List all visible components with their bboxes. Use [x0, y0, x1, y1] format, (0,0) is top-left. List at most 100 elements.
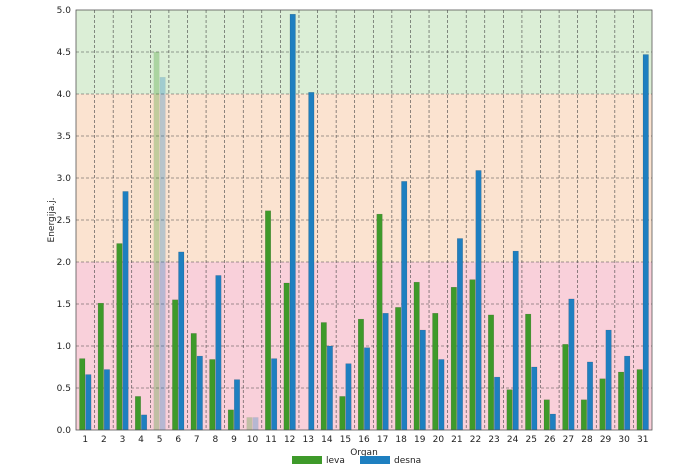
bar-desna-21: [457, 238, 463, 431]
bar-leva-21: [450, 287, 457, 431]
x-tick-label: 1: [82, 435, 88, 445]
bar-leva-30: [618, 371, 625, 431]
bar-leva-27: [562, 344, 569, 431]
x-tick-label: 17: [377, 435, 388, 445]
bar-desna-28: [587, 361, 593, 431]
bar-leva-20: [432, 313, 439, 431]
legend-label-desna: desna: [394, 456, 421, 466]
x-tick-label: 8: [212, 435, 218, 445]
bar-desna-29: [605, 329, 612, 431]
y-tick-label: 3.0: [57, 174, 72, 184]
x-tick-label: 4: [138, 435, 144, 445]
x-tick-label: 27: [563, 435, 574, 445]
bar-desna-18: [401, 181, 408, 431]
x-tick-label: 23: [488, 435, 499, 445]
bar-leva-9: [227, 409, 234, 431]
x-tick-labels: 1 2 3 4 5 6 7 8 9 10 11 12 13 14 15 16 17 18 19 20 21 22 23 24 2…: [82, 435, 648, 445]
bar-desna-15: [345, 363, 352, 431]
x-tick-label: 13: [303, 435, 314, 445]
bar-desna-8: [215, 275, 222, 431]
bar-desna-20: [438, 359, 445, 431]
x-tick-label: 29: [600, 435, 612, 445]
bar-desna-3: [122, 191, 129, 431]
y-tick-label: 4.0: [57, 90, 72, 100]
x-tick-label: 22: [470, 435, 481, 445]
bar-desna-26: [549, 413, 556, 431]
x-tick-label: 25: [525, 435, 536, 445]
x-tick-label: 10: [247, 435, 259, 445]
bar-desna-7: [196, 355, 203, 431]
y-tick-label: 2.5: [57, 216, 71, 226]
x-tick-label: 30: [618, 435, 630, 445]
bar-desna-16: [364, 347, 370, 431]
plot-frame: [75, 9, 653, 431]
x-tick-label: 18: [395, 435, 407, 445]
bar-desna-24: [512, 250, 519, 431]
bar-leva-10: [246, 417, 253, 431]
x-tick-label: 2: [101, 435, 107, 445]
bar-desna-13: [308, 92, 315, 431]
y-tick-label: 1.5: [57, 300, 71, 310]
legend-swatch-desna: [360, 456, 390, 464]
x-tick-label: 28: [581, 435, 593, 445]
bar-desna-14: [326, 345, 333, 431]
bar-leva-19: [413, 281, 420, 431]
bar-leva-7: [190, 333, 197, 431]
bar-desna-17: [382, 313, 389, 431]
x-tick-label: 9: [231, 435, 237, 445]
bar-leva-29: [599, 378, 606, 431]
bar-desna-31: [642, 54, 649, 431]
legend-label-leva: leva: [326, 456, 345, 466]
bar-desna-4: [141, 414, 148, 431]
bar-leva-18: [395, 307, 402, 431]
bar-leva-23: [488, 314, 494, 431]
y-axis-label: Energija.j.: [47, 198, 57, 243]
x-tick-label: 12: [284, 435, 295, 445]
x-axis-label: Organ: [350, 448, 378, 458]
bar-leva-24: [506, 389, 513, 431]
bar-leva-31: [636, 369, 643, 431]
x-tick-label: 31: [637, 435, 648, 445]
bar-desna-19: [419, 329, 426, 431]
x-tick-label: 5: [157, 435, 163, 445]
bar-desna-23: [494, 376, 501, 431]
y-tick-label: 4.5: [57, 48, 71, 58]
bar-leva-11: [265, 210, 271, 431]
y-tick-label: 2.0: [57, 258, 72, 268]
bar-leva-26: [543, 399, 550, 431]
bar-leva-4: [135, 396, 141, 431]
grid: [76, 10, 652, 430]
bar-desna-1: [85, 374, 92, 431]
bar-leva-6: [172, 299, 179, 431]
x-tick-label: 14: [321, 435, 333, 445]
y-tick-label: 1.0: [57, 342, 72, 352]
bar-leva-22: [469, 279, 476, 431]
bar-leva-5: [153, 51, 160, 431]
bar-desna-22: [475, 170, 482, 431]
bar-leva-25: [525, 313, 532, 431]
x-tick-label: 6: [175, 435, 181, 445]
bar-desna-12: [289, 13, 296, 431]
bar-desna-6: [178, 251, 185, 431]
x-tick-label: 24: [507, 435, 519, 445]
x-tick-label: 16: [358, 435, 370, 445]
x-tick-label: 20: [433, 435, 445, 445]
bar-leva-17: [376, 213, 383, 431]
bar-leva-8: [209, 359, 216, 431]
x-tick-label: 11: [265, 435, 276, 445]
bar-leva-16: [358, 318, 364, 431]
bar-leva-2: [97, 302, 104, 431]
y-tick-labels: 0.0 0.5 1.0 1.5 2.0 2.5 3.0 3.5 4.0 4.5 5.0: [57, 6, 72, 436]
y-tick-label: 5.0: [57, 6, 72, 16]
bar-desna-30: [624, 355, 631, 431]
x-tick-label: 21: [451, 435, 462, 445]
bar-leva-3: [116, 243, 123, 431]
x-tick-label: 19: [414, 435, 426, 445]
y-tick-label: 0.0: [57, 426, 72, 436]
y-tick-label: 0.5: [57, 384, 71, 394]
bar-leva-28: [580, 399, 587, 431]
legend-swatch-leva: [292, 456, 322, 464]
y-tick-label: 3.5: [57, 132, 71, 142]
x-tick-label: 3: [120, 435, 126, 445]
bar-leva-1: [79, 358, 86, 431]
